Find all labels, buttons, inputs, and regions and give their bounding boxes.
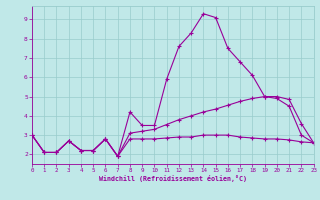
- X-axis label: Windchill (Refroidissement éolien,°C): Windchill (Refroidissement éolien,°C): [99, 175, 247, 182]
